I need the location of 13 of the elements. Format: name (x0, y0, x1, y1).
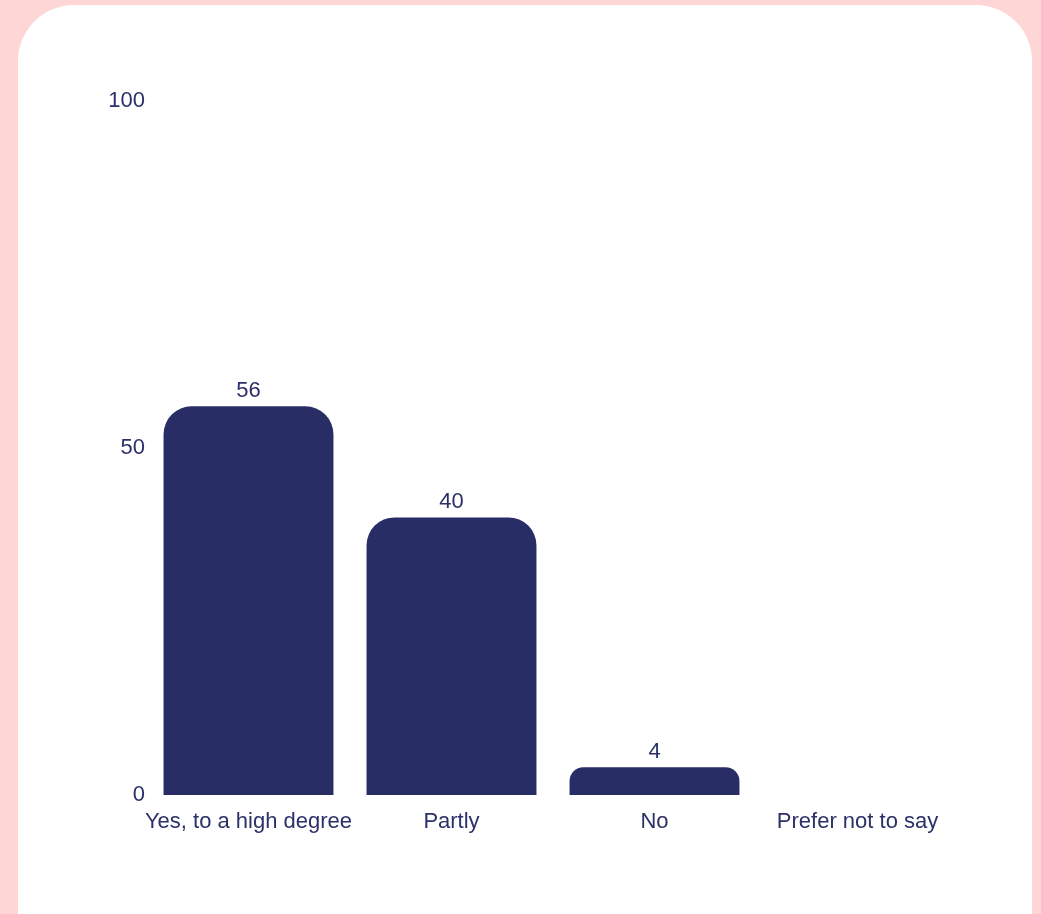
bar (569, 767, 740, 795)
data-label: 56 (236, 377, 261, 403)
y-tick-label: 50 (120, 434, 145, 460)
bar (366, 517, 537, 795)
y-tick-label: 0 (132, 781, 145, 807)
data-label: 4 (648, 738, 661, 764)
x-tick-label: Partly (423, 808, 480, 834)
data-label: 40 (439, 488, 464, 514)
x-tick-label: Prefer not to say (776, 808, 939, 834)
bar (163, 406, 334, 795)
x-tick-label: Yes, to a high degree (144, 808, 353, 834)
x-tick-label: No (640, 808, 669, 834)
y-tick-label: 100 (108, 87, 145, 113)
